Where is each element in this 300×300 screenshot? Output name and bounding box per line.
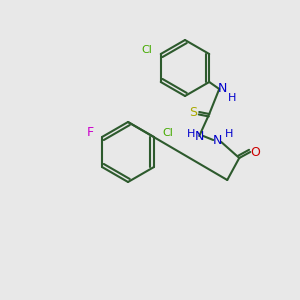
Text: O: O [250,146,260,158]
Text: H: H [228,93,236,103]
Text: N: N [195,130,204,142]
Text: H: H [187,129,195,139]
Text: Cl: Cl [163,128,173,138]
Text: N: N [213,134,222,146]
Text: F: F [86,127,94,140]
Text: Cl: Cl [141,45,152,55]
Text: H: H [225,129,233,139]
Text: S: S [189,106,197,118]
Text: N: N [218,82,227,95]
